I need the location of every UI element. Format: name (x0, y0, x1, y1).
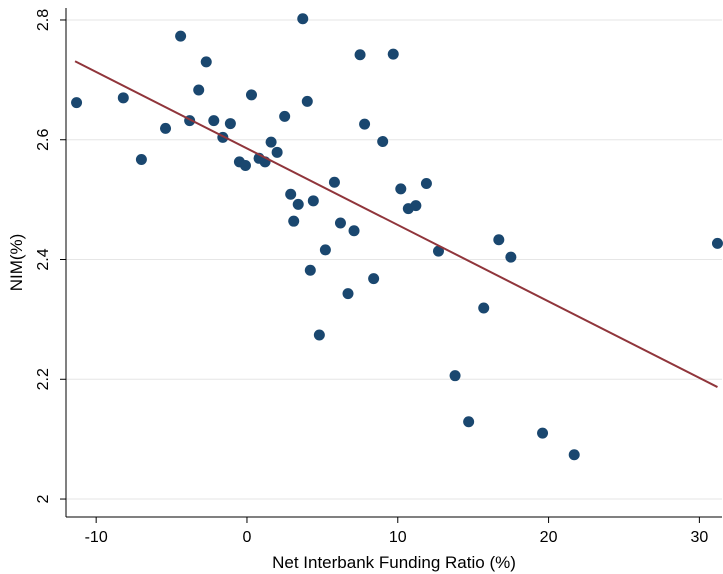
data-point (301, 95, 313, 107)
x-tick-label: 0 (243, 529, 252, 546)
data-point (307, 195, 319, 207)
y-axis-ticks: 2 2.2 2.4 2.6 2.8 (35, 9, 66, 503)
data-point (245, 89, 257, 101)
data-point (368, 273, 380, 285)
y-tick-label: 2 (35, 494, 52, 503)
data-point (463, 416, 475, 428)
x-tick-label: 30 (690, 529, 708, 546)
data-point (410, 200, 422, 212)
x-tick-label: -10 (85, 529, 108, 546)
data-point (711, 237, 723, 249)
data-point (334, 217, 346, 229)
data-point (319, 244, 331, 256)
data-point (387, 48, 399, 60)
data-point (193, 84, 205, 96)
data-point (224, 118, 236, 130)
data-point (160, 122, 172, 134)
data-point (208, 115, 220, 127)
data-point (135, 154, 147, 166)
grid-lines (66, 19, 722, 500)
data-point (348, 225, 360, 237)
data-point (117, 92, 129, 104)
data-point (328, 176, 340, 188)
y-tick-label: 2.8 (35, 9, 52, 31)
data-point (359, 118, 371, 130)
y-tick-label: 2.4 (35, 248, 52, 270)
y-tick-label: 2.6 (35, 129, 52, 151)
data-point (175, 30, 187, 42)
x-axis-ticks: -10 0 10 20 30 (85, 517, 708, 546)
data-point (288, 215, 300, 227)
data-point (505, 251, 517, 263)
y-tick-label: 2.2 (35, 368, 52, 390)
data-point (71, 97, 83, 109)
data-point (568, 449, 580, 461)
data-point (395, 183, 407, 195)
data-point (279, 110, 291, 122)
data-point (285, 188, 297, 200)
data-point (478, 302, 490, 314)
data-point (432, 245, 444, 257)
data-point (493, 234, 505, 246)
data-point (292, 198, 304, 210)
x-axis-title: Net Interbank Funding Ratio (%) (272, 553, 516, 572)
data-point (537, 427, 549, 439)
data-point (271, 146, 283, 158)
data-point (200, 56, 212, 68)
fitted-line (74, 60, 718, 388)
data-point (313, 329, 325, 341)
data-point (239, 159, 251, 171)
data-point (377, 136, 389, 148)
data-point (297, 13, 309, 25)
x-tick-label: 20 (540, 529, 558, 546)
x-tick-label: 10 (389, 529, 407, 546)
data-point (304, 264, 316, 276)
data-point (449, 370, 461, 382)
data-point (265, 136, 277, 148)
data-point (342, 288, 354, 300)
y-axis-title: NIM(%) (7, 234, 26, 292)
data-point (420, 177, 432, 189)
data-points (71, 13, 723, 461)
data-point (354, 49, 366, 61)
